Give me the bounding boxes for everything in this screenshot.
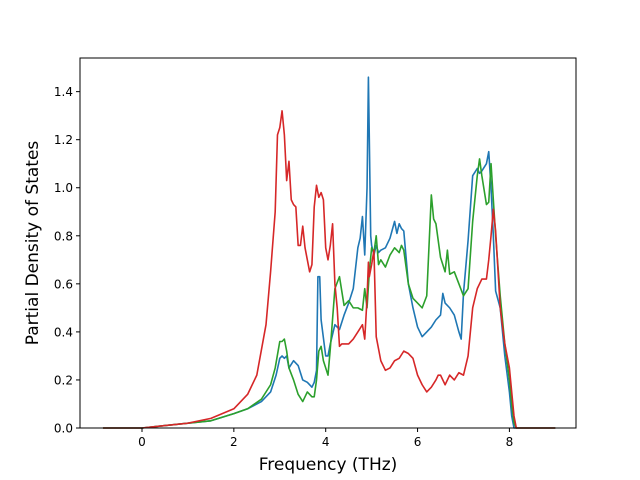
x-tick-label: 2	[230, 435, 238, 449]
x-axis-label: Frequency (THz)	[259, 455, 398, 475]
series-layer	[102, 76, 556, 429]
y-tick-label: 1.2	[54, 133, 73, 147]
y-tick-label: 1.0	[54, 181, 73, 195]
series-line-3	[102, 110, 556, 429]
x-axis: 0 2 4 6 8	[138, 428, 513, 449]
y-axis-label: Partial Density of States	[23, 141, 43, 346]
plot-frame	[79, 57, 577, 429]
y-axis: 0.0 0.2 0.4 0.6 0.8 1.0 1.2 1.4	[54, 85, 80, 436]
x-tick-label: 0	[138, 435, 146, 449]
y-tick-label: 1.4	[54, 85, 73, 99]
y-tick-label: 0.6	[54, 277, 73, 291]
y-tick-label: 0.0	[54, 422, 73, 436]
y-tick-label: 0.8	[54, 229, 73, 243]
x-tick-label: 6	[414, 435, 422, 449]
y-tick-label: 0.2	[54, 373, 73, 387]
x-tick-label: 4	[322, 435, 330, 449]
y-tick-label: 0.4	[54, 325, 73, 339]
series-line-2	[102, 158, 556, 429]
x-tick-label: 8	[506, 435, 514, 449]
